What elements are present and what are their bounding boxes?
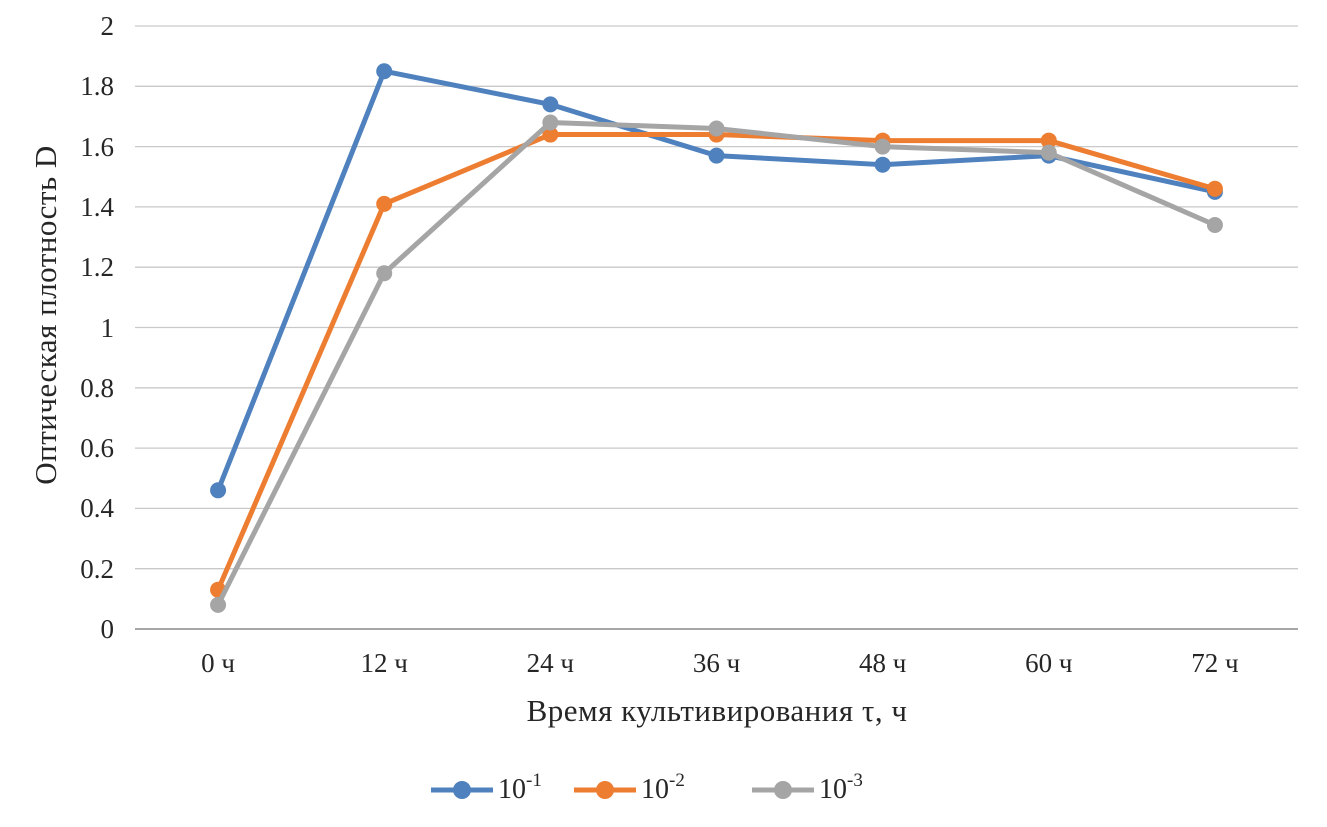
data-point xyxy=(542,126,559,143)
legend-line-marker-icon xyxy=(431,781,493,799)
y-tick-label: 0.8 xyxy=(80,372,114,403)
y-tick-label: 1.4 xyxy=(80,191,114,222)
x-tick-label: 0 ч xyxy=(201,648,235,678)
x-tick-label: 72 ч xyxy=(1191,648,1239,678)
series-line-2 xyxy=(215,119,1218,608)
legend-label: 10-2 xyxy=(641,769,685,805)
y-tick-label: 0 xyxy=(100,614,115,644)
data-point xyxy=(708,147,725,164)
y-tick-label: 0.6 xyxy=(80,433,114,464)
data-point xyxy=(874,156,891,173)
data-point xyxy=(542,114,559,131)
data-point xyxy=(376,195,393,212)
x-tick-label: 12 ч xyxy=(360,648,408,678)
data-point xyxy=(874,138,891,155)
legend-item-2: 10-3 xyxy=(751,769,863,806)
y-tick-label: 0.4 xyxy=(80,493,114,524)
y-tick-label: 0.2 xyxy=(80,553,114,584)
data-point xyxy=(1206,216,1223,233)
data-point xyxy=(210,596,227,613)
y-tick-label: 2 xyxy=(100,11,115,41)
data-point xyxy=(376,63,393,80)
legend-label: 10-3 xyxy=(819,769,863,805)
y-tick-label: 1.2 xyxy=(80,252,114,283)
x-tick-label: 60 ч xyxy=(1025,648,1073,678)
x-tick-label: 36 ч xyxy=(692,648,741,678)
y-tick-label: 1.6 xyxy=(80,131,114,162)
x-tick-label: 48 ч xyxy=(858,648,907,678)
data-point xyxy=(1040,144,1057,161)
legend-line-marker-icon xyxy=(574,781,636,799)
series-line-1 xyxy=(215,132,1218,593)
y-tick-label: 1.8 xyxy=(80,71,114,102)
y-tick-label: 1 xyxy=(100,312,115,343)
data-point xyxy=(210,482,227,499)
data-point xyxy=(1206,180,1223,197)
legend-line-marker-icon xyxy=(752,781,814,799)
x-tick-label: 24 ч xyxy=(526,648,575,678)
data-point xyxy=(376,265,393,282)
data-point xyxy=(708,120,725,137)
x-axis-title: Время культивирования τ, ч xyxy=(526,693,908,728)
data-point xyxy=(1040,132,1057,149)
legend-item-0: 10-1 xyxy=(430,769,542,806)
legend-label: 10-1 xyxy=(498,769,542,805)
data-point xyxy=(542,96,559,113)
legend-item-1: 10-2 xyxy=(573,769,685,806)
